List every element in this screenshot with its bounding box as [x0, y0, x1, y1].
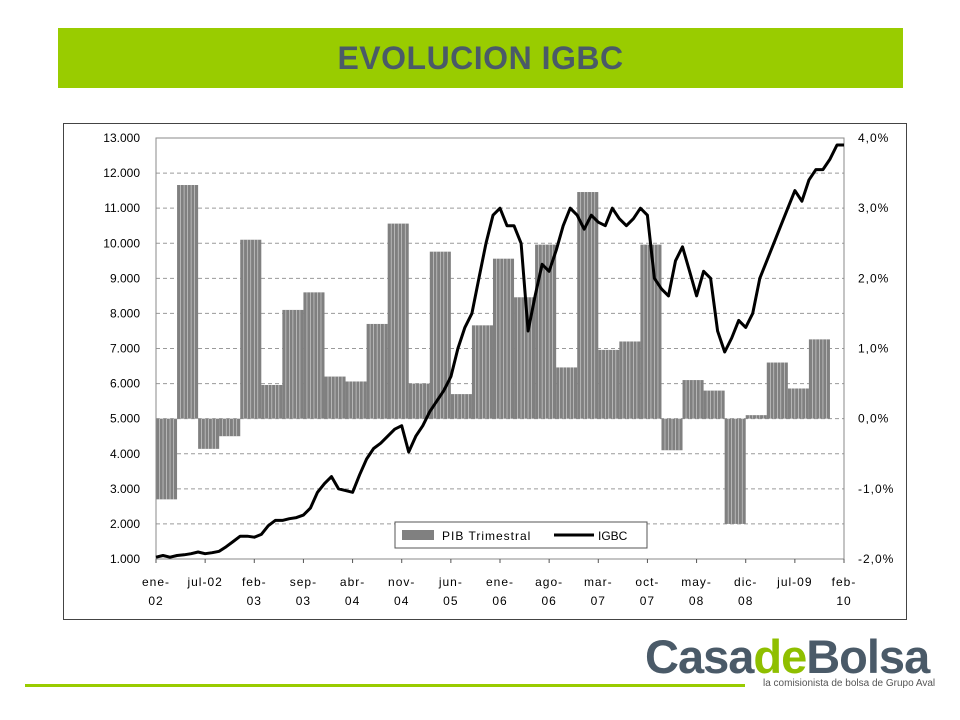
- left-tick-label: 4.000: [110, 447, 140, 461]
- x-tick-label-year: 03: [247, 594, 262, 608]
- x-tick-label: feb-: [832, 575, 857, 589]
- x-tick-label: sep-: [290, 575, 317, 589]
- logo-part-de: de: [753, 630, 807, 683]
- igbc-chart: 1.000 2.000 3.000 4.000 5.000 6.000 7.000 8.000…: [103, 131, 894, 608]
- left-tick-label: 2.000: [110, 517, 140, 531]
- left-tick-label: 11.000: [104, 201, 140, 215]
- x-tick-label: ago-: [535, 575, 563, 589]
- right-tick-label: 2,0%: [858, 271, 889, 285]
- left-tick-label: 8.000: [110, 306, 140, 320]
- x-tick-label: jun-: [438, 575, 463, 589]
- x-tick-label-year: 03: [296, 594, 311, 608]
- logo-wordmark: CasadeBolsa: [645, 630, 930, 683]
- right-tick-label: -2,0%: [858, 552, 894, 566]
- chart-frame: 1.000 2.000 3.000 4.000 5.000 6.000 7.000 8.000…: [63, 123, 907, 620]
- x-tick-label: dic-: [734, 575, 757, 589]
- right-tick-label: 0,0%: [858, 412, 889, 426]
- right-tick-label: 1,0%: [858, 342, 889, 356]
- x-tick-label-year: 08: [689, 594, 704, 608]
- left-tick-label: 5.000: [110, 412, 140, 426]
- logo-tagline: la comisionista de bolsa de Grupo Aval: [763, 678, 936, 689]
- x-tick-label: ene-: [142, 575, 170, 589]
- x-tick-label: abr-: [340, 575, 365, 589]
- legend-box: [394, 521, 648, 549]
- left-tick-label: 12.000: [103, 166, 140, 180]
- right-tick-label: 3,0%: [858, 201, 889, 215]
- left-tick-label: 7.000: [110, 342, 140, 356]
- page-title: EVOLUCION IGBC: [337, 39, 624, 76]
- x-tick-label-year: 06: [492, 594, 507, 608]
- left-axis-ticks: 1.000 2.000 3.000 4.000 5.000 6.000 7.000 8.000…: [103, 131, 140, 566]
- right-tick-label: -1,0%: [858, 482, 894, 496]
- logo-part-bolsa: Bolsa: [806, 630, 930, 683]
- legend: PIB Trimestral IGBC: [394, 521, 648, 549]
- x-tick-label: mar-: [584, 575, 613, 589]
- x-tick-label: ene-: [486, 575, 514, 589]
- left-tick-label: 3.000: [110, 482, 140, 496]
- casadebolsa-logo: CasadeBolsa la comisionista de bolsa de …: [645, 630, 935, 689]
- x-tick-label: jul-09: [776, 575, 812, 589]
- x-tick-label: oct-: [635, 575, 659, 589]
- legend-label-pib: PIB Trimestral: [442, 529, 531, 543]
- right-tick-label: 4,0%: [858, 131, 889, 145]
- x-tick-label-year: 07: [591, 594, 606, 608]
- legend-label-igbc: IGBC: [598, 529, 628, 543]
- x-tick-label: may-: [681, 575, 712, 589]
- left-tick-label: 10.000: [103, 236, 140, 250]
- x-tick-label-year: 08: [738, 594, 753, 608]
- x-tick-label-year: 02: [148, 594, 163, 608]
- x-tick-label: nov-: [388, 575, 415, 589]
- pib-bars: [156, 185, 830, 524]
- left-tick-label: 13.000: [103, 131, 140, 145]
- left-tick-label: 9.000: [110, 271, 140, 285]
- x-tick-label: jul-02: [186, 575, 222, 589]
- legend-swatch-pib: [402, 530, 434, 540]
- footer-rule: [25, 684, 745, 687]
- x-tick-label-year: 04: [345, 594, 360, 608]
- x-tick-label-year: 05: [443, 594, 458, 608]
- left-tick-label: 6.000: [110, 377, 140, 391]
- x-tick-label-year: 06: [541, 594, 556, 608]
- logo-part-casa: Casa: [645, 630, 754, 683]
- title-banner: EVOLUCION IGBC: [58, 28, 903, 88]
- x-tick-label-year: 10: [836, 594, 851, 608]
- left-tick-label: 1.000: [110, 552, 140, 566]
- igbc-line-group: [155, 143, 844, 559]
- x-tick-label-year: 07: [640, 594, 655, 608]
- x-axis-ticks: ene- 02 jul-02 feb- 03 sep- 03 abr- 04 nov- 04 jun-…: [142, 559, 857, 608]
- x-tick-label-year: 04: [394, 594, 409, 608]
- right-axis-ticks: -2,0% -1,0% 0,0% 1,0% 2,0% 3,0% 4,0%: [858, 131, 894, 566]
- igbc-line: [155, 143, 844, 559]
- x-tick-label: feb-: [242, 575, 267, 589]
